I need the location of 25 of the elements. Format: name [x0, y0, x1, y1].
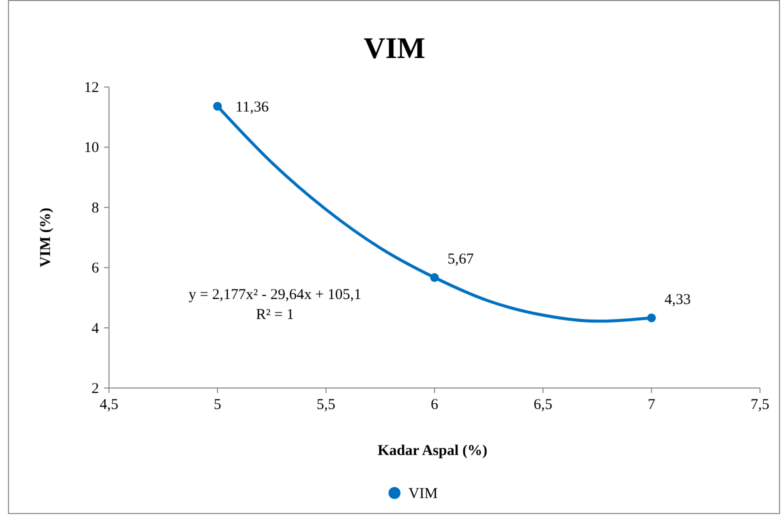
point	[647, 314, 656, 322]
x-tick-label: 4,5	[100, 397, 118, 413]
y-tick-label: 6	[92, 260, 100, 277]
y-tick-label: 4	[92, 320, 100, 337]
x-tick-label: 6,5	[534, 397, 552, 413]
data-label: 5,67	[448, 252, 474, 268]
y-tick-label: 8	[92, 200, 99, 216]
x-tick-label: 7	[648, 397, 656, 413]
annotation: R² = 1	[256, 307, 294, 323]
x-axis-title: Kadar Aspal (%)	[378, 443, 488, 459]
x-tick-label: 6	[430, 397, 439, 413]
y-axis-title: VIM (%)	[38, 208, 54, 268]
data-label: 11,36	[236, 99, 270, 116]
annotation: y = 2,177x² - 29,64x + 105,1	[188, 287, 362, 303]
legend-label: VIM	[408, 486, 438, 502]
x-tick-label: 5	[214, 397, 222, 413]
point	[430, 273, 439, 282]
y-tick-label: 12	[84, 80, 99, 96]
y-tick-label: 10	[84, 140, 99, 156]
point	[213, 102, 222, 111]
x-tick-label: 5,5	[316, 397, 336, 413]
x-tick-label: 7,5	[750, 397, 770, 413]
data-label: 4,33	[664, 292, 691, 308]
y-tick-label: 2	[92, 381, 99, 397]
chart-title: VIM	[364, 32, 426, 65]
